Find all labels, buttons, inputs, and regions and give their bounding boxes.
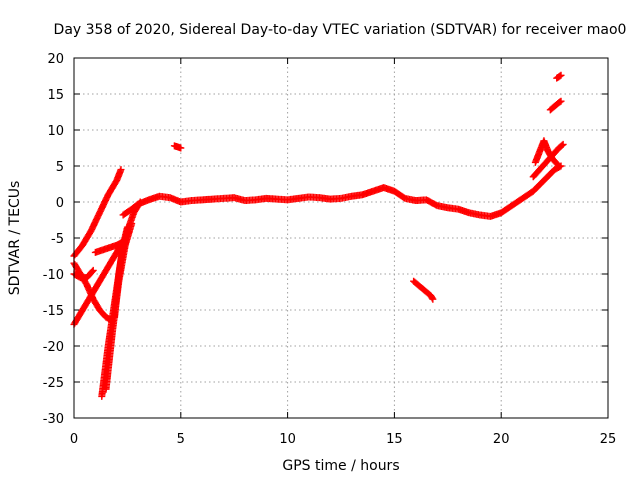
y-tick-label: -15 [43, 304, 64, 319]
y-axis-label: SDTVAR / TECUs [7, 181, 23, 296]
x-axis-label: GPS time / hours [282, 458, 399, 474]
y-tick-label: 20 [47, 52, 64, 67]
y-tick-label: -25 [43, 376, 64, 391]
y-tick-label: -20 [43, 340, 64, 355]
data-point [136, 198, 144, 206]
data-series [531, 137, 563, 170]
data-series [70, 266, 97, 282]
data-series [111, 223, 131, 321]
x-tick-label: 15 [386, 432, 403, 447]
data-point [135, 199, 143, 207]
data-series [553, 71, 565, 82]
data-point [554, 161, 562, 169]
data-point [429, 295, 437, 303]
y-tick-label: -30 [43, 412, 64, 427]
data-series [98, 198, 144, 400]
y-tick-label: -10 [43, 268, 64, 283]
grid [74, 58, 608, 418]
data-series [410, 277, 437, 303]
data-point [88, 267, 96, 275]
x-tick-label: 0 [70, 432, 78, 447]
data-point [557, 71, 565, 79]
x-tick-label: 5 [177, 432, 185, 447]
data-point [556, 72, 564, 80]
data-point [559, 140, 567, 148]
data-point [428, 294, 436, 302]
y-tick-label: 5 [56, 160, 64, 175]
data-point [557, 97, 565, 105]
plot-frame [73, 57, 609, 419]
x-tick-label: 10 [279, 432, 296, 447]
data-series [70, 166, 125, 260]
data-point [558, 141, 566, 149]
data-point [556, 98, 564, 106]
chart-title: Day 358 of 2020, Sidereal Day-to-day VTE… [54, 22, 627, 38]
x-tick-label: 25 [600, 432, 617, 447]
data-point [177, 144, 185, 152]
y-tick-label: 15 [47, 88, 64, 103]
data-point [128, 220, 136, 228]
x-tick-label: 20 [493, 432, 510, 447]
y-tick-label: 0 [56, 196, 64, 211]
y-tick-label: 10 [47, 124, 64, 139]
data-point [117, 166, 125, 174]
data-point [123, 223, 131, 231]
data-series [170, 142, 185, 152]
data-marks [70, 71, 567, 400]
data-series [546, 97, 565, 114]
tick-labels: 0 5 10 15 20 25 -30 -25 -20 -15 -10 -5 0 5 10 15 20 [43, 52, 617, 447]
data-series [119, 162, 565, 220]
data-series [529, 140, 567, 181]
data-point [89, 266, 97, 274]
y-tick-label: -5 [51, 232, 64, 247]
data-point [555, 162, 563, 170]
